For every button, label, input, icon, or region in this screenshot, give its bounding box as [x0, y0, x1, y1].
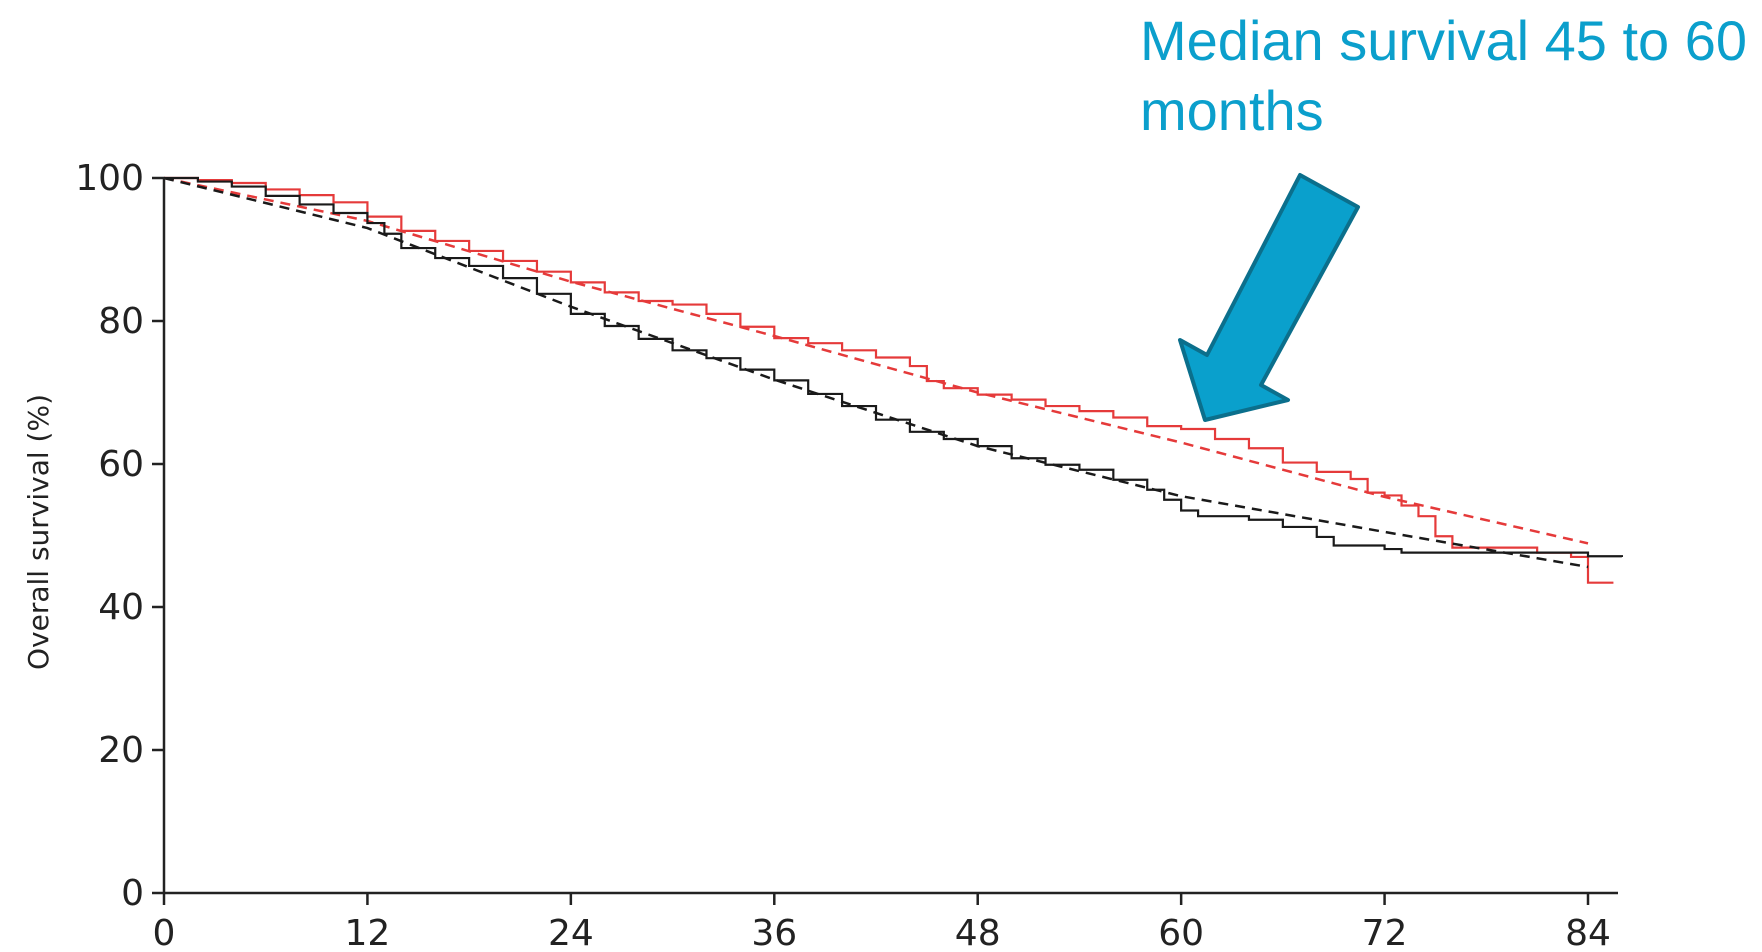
median-survival-annotation: Median survival 45 to 60 months [1140, 9, 1748, 142]
y-tick-label: 20 [98, 730, 144, 771]
series-layer [163, 176, 1623, 584]
axes [162, 178, 1618, 895]
x-tick-label: 12 [345, 913, 391, 952]
x-tick-label: 36 [751, 913, 797, 952]
x-tick-label: 24 [548, 913, 594, 952]
ticks: 0 12 24 36 48 60 72 84 0 20 40 60 80 100 [75, 158, 1611, 952]
y-tick-label: 60 [98, 444, 144, 485]
x-tick-label: 0 [153, 913, 176, 952]
x-tick-label: 84 [1565, 913, 1611, 952]
y-tick-label: 80 [98, 301, 144, 342]
x-tick-label: 72 [1362, 913, 1408, 952]
black-step-curve [164, 176, 1623, 558]
black-dashed-curve [163, 176, 1589, 569]
x-tick-label: 48 [955, 913, 1001, 952]
red-dashed-curve [163, 176, 1589, 545]
x-tick-label: 60 [1158, 913, 1204, 952]
red-step-curve [164, 176, 1614, 584]
y-tick-label: 40 [98, 587, 144, 628]
y-axis-title: Overall survival (%) [22, 394, 55, 670]
y-tick-label: 0 [121, 873, 144, 914]
arrow-icon [1178, 173, 1360, 422]
y-tick-label: 100 [75, 158, 144, 199]
